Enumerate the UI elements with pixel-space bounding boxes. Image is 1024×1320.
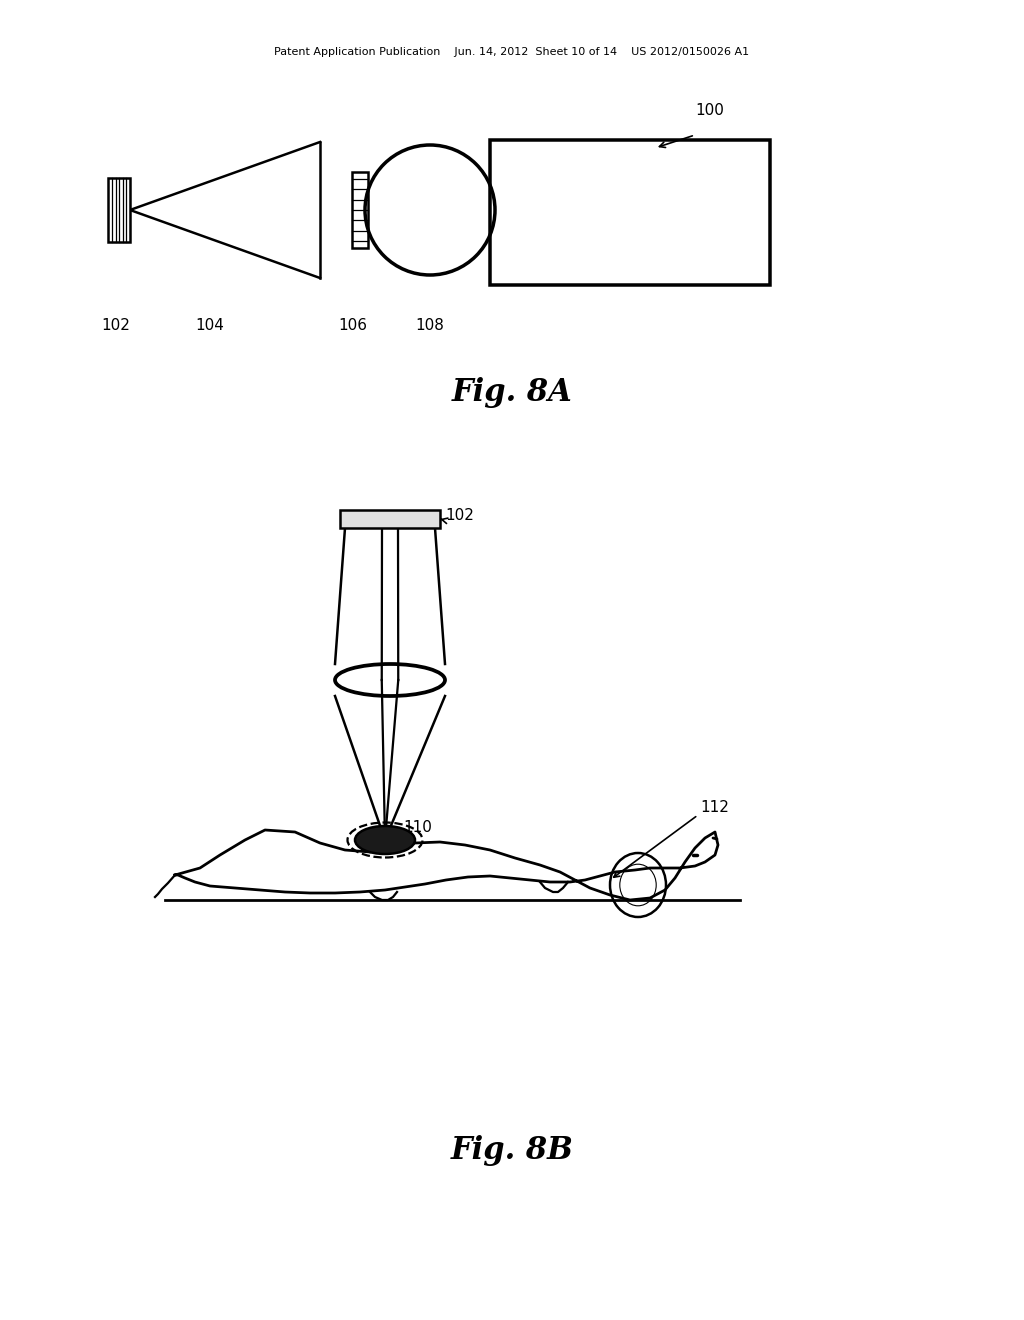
Bar (108, 178, 130, 242)
Text: 108: 108 (416, 318, 444, 333)
Text: 112: 112 (700, 800, 729, 816)
Ellipse shape (355, 826, 415, 854)
Text: 102: 102 (101, 318, 130, 333)
Text: 102: 102 (445, 508, 474, 523)
Bar (352, 172, 368, 248)
Text: 104: 104 (196, 318, 224, 333)
Text: 100: 100 (695, 103, 724, 117)
Text: 110: 110 (403, 820, 432, 836)
Text: Fig. 8B: Fig. 8B (451, 1134, 573, 1166)
Text: Fig. 8A: Fig. 8A (452, 378, 572, 408)
Bar (340, 510, 440, 528)
Text: Patent Application Publication    Jun. 14, 2012  Sheet 10 of 14    US 2012/01500: Patent Application Publication Jun. 14, … (274, 48, 750, 57)
Bar (490, 140, 770, 285)
Text: 106: 106 (339, 318, 368, 333)
